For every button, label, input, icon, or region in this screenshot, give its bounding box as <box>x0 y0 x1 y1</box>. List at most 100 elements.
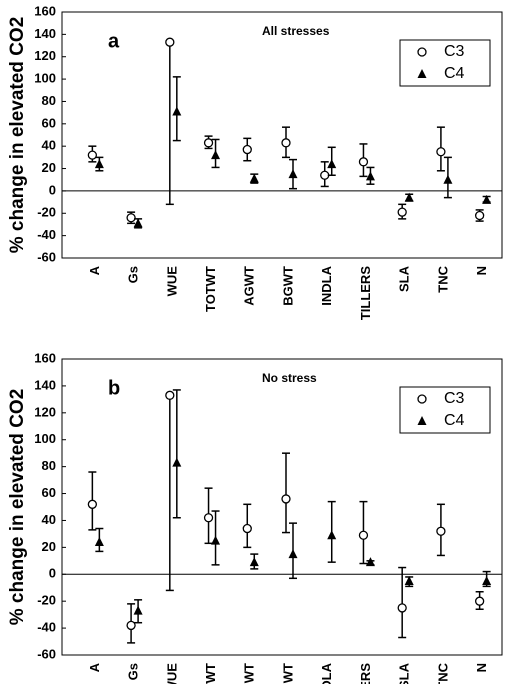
point <box>126 213 136 223</box>
annotation: No stress <box>262 371 317 385</box>
point <box>288 549 298 559</box>
x-tick-label: INDLA <box>319 265 334 305</box>
point <box>87 150 98 160</box>
point <box>417 416 427 425</box>
y-tick-label: 0 <box>49 566 56 581</box>
y-tick-label: 80 <box>42 93 56 108</box>
point <box>211 150 221 160</box>
x-tick-label: TILLERS <box>358 663 373 684</box>
x-tick-label: A <box>87 265 102 275</box>
y-tick-label: -40 <box>37 620 56 635</box>
x-tick-label: A <box>87 662 102 672</box>
point <box>358 530 369 540</box>
point <box>417 47 427 57</box>
x-tick-label: Gs <box>126 266 141 283</box>
y-tick-label: 120 <box>34 404 56 419</box>
y-axis-label: % change in elevated CO2 <box>7 389 28 626</box>
x-tick-label: SLA <box>397 265 412 292</box>
point <box>404 576 414 585</box>
x-tick-label: BGWT <box>280 663 295 684</box>
y-tick-label: 40 <box>42 138 56 153</box>
point <box>365 557 375 567</box>
point <box>172 106 182 116</box>
x-tick-label: BGWT <box>280 266 295 306</box>
plot-frame <box>61 358 503 656</box>
x-tick-label: AGWT <box>242 663 257 684</box>
y-tick-label: 140 <box>34 377 56 392</box>
y-tick-label: 0 <box>49 182 56 197</box>
annotation: All stresses <box>262 24 330 38</box>
point <box>436 526 446 536</box>
point <box>203 138 214 148</box>
legend-label: C3 <box>444 390 465 407</box>
point <box>327 159 337 169</box>
panel-label: b <box>108 377 120 399</box>
point <box>482 576 492 585</box>
x-tick-label: TOTWT <box>203 266 218 312</box>
point <box>320 170 330 180</box>
x-tick-label: TOTWT <box>203 663 218 684</box>
panel: -60 -40 -20 0 20 40 60 80 100 120 140 160 % change i… <box>7 3 503 320</box>
x-tick-label: N <box>474 266 489 275</box>
point <box>365 171 375 181</box>
point <box>94 536 104 546</box>
y-tick-label: 60 <box>42 115 56 130</box>
y-tick-label: 140 <box>34 26 56 41</box>
point <box>288 169 298 179</box>
x-tick-label: WUE <box>164 266 179 297</box>
plot-frame <box>61 11 503 259</box>
panel: -60 -40 -20 0 20 40 60 80 100 120 140 160 % change i… <box>7 350 503 684</box>
point <box>172 457 182 467</box>
y-tick-label: 80 <box>42 458 56 473</box>
x-tick-label: INDLA <box>319 662 334 684</box>
point <box>281 138 291 148</box>
x-tick-label: TNC <box>435 662 450 684</box>
x-tick-label: N <box>474 663 489 672</box>
y-tick-label: 160 <box>34 3 56 18</box>
point <box>165 390 175 400</box>
point <box>397 207 407 217</box>
legend-label: C4 <box>444 412 465 429</box>
legend-box <box>399 386 491 434</box>
y-tick-label: 120 <box>34 48 56 63</box>
point <box>249 557 259 567</box>
legend-label: C4 <box>444 65 465 82</box>
point <box>404 192 414 202</box>
y-tick-label: 20 <box>42 160 56 175</box>
point <box>436 147 446 157</box>
legend-box <box>399 39 491 87</box>
y-tick-label: -60 <box>37 646 56 661</box>
point <box>482 194 492 204</box>
x-tick-label: WUE <box>164 663 179 684</box>
point <box>397 603 407 613</box>
point <box>474 596 485 606</box>
point <box>249 173 259 183</box>
point <box>94 159 104 169</box>
legend-label: C3 <box>444 43 465 60</box>
point <box>87 499 98 509</box>
x-tick-label: AGWT <box>242 266 257 306</box>
point <box>165 37 175 47</box>
point <box>327 530 337 540</box>
point <box>126 620 136 631</box>
point <box>242 144 252 155</box>
point <box>133 605 143 615</box>
point <box>358 157 369 167</box>
y-tick-label: 100 <box>34 71 56 86</box>
point <box>203 513 214 523</box>
point <box>443 174 453 184</box>
y-tick-label: 60 <box>42 485 56 500</box>
y-tick-label: 20 <box>42 539 56 554</box>
point <box>133 218 143 228</box>
y-tick-label: -20 <box>37 205 56 220</box>
point <box>281 494 291 504</box>
y-tick-label: -20 <box>37 593 56 608</box>
point <box>417 394 427 404</box>
y-axis-label: % change in elevated CO2 <box>7 17 28 254</box>
y-tick-label: -40 <box>37 227 56 242</box>
point <box>211 535 221 545</box>
point <box>474 210 485 221</box>
x-tick-label: Gs <box>126 663 141 680</box>
panel-label: a <box>108 30 120 52</box>
